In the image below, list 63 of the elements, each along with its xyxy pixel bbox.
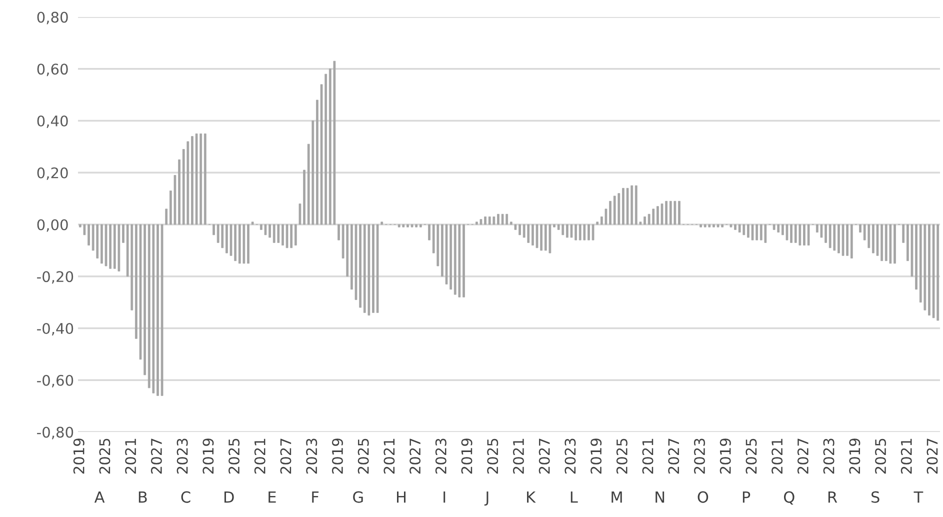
x-tick-label: 2019 xyxy=(590,438,602,474)
x-tick-label: 2019 xyxy=(73,438,84,474)
x-tick-label: 2021 xyxy=(900,438,912,474)
x-tick-label: 2021 xyxy=(772,438,783,474)
x-tick-label: 2023 xyxy=(694,438,706,474)
x-tick-label: 2027 xyxy=(150,438,162,474)
text: N xyxy=(656,491,664,503)
text: R xyxy=(828,491,838,503)
x-tick-label: 2021 xyxy=(254,438,266,474)
text: F xyxy=(312,491,319,503)
x-tick-label: 2023 xyxy=(564,438,576,474)
y-tick-label: -0,40 xyxy=(37,322,74,336)
y-tick-label: 0,80 xyxy=(37,12,68,24)
text: S xyxy=(872,491,880,503)
text: D xyxy=(224,491,234,503)
text: M xyxy=(612,491,622,503)
x-tick-label: 2027 xyxy=(538,438,550,474)
x-tick-label: 2021 xyxy=(384,438,395,474)
text: I xyxy=(444,491,446,503)
x-tick-label: 2027 xyxy=(668,438,680,474)
x-tick-label: 2019 xyxy=(202,438,214,474)
y-tick-label: 0,00 xyxy=(37,219,68,232)
x-tick-label: 2025 xyxy=(99,438,110,474)
x-tick-label: 2027 xyxy=(926,438,938,474)
x-tick-label: 2025 xyxy=(746,438,757,474)
x-tick-label: 2025 xyxy=(228,438,240,474)
x-tick-label: 2021 xyxy=(642,438,654,474)
text: L xyxy=(570,491,578,503)
y-tick-label: -0,60 xyxy=(37,374,74,388)
x-tick-label: 2023 xyxy=(823,438,834,474)
text: Q xyxy=(784,491,794,505)
y-tick-label: -0,20 xyxy=(37,271,74,284)
text: T xyxy=(914,491,924,503)
x-tick-label: 2021 xyxy=(125,438,136,474)
x-tick-label: 2023 xyxy=(435,438,446,474)
x-tick-label: 2021 xyxy=(512,438,524,474)
y-tick-label: 0,20 xyxy=(37,167,68,180)
x-tick-label: 2019 xyxy=(720,438,731,474)
text: H xyxy=(397,491,406,503)
text: C xyxy=(181,491,190,503)
x-tick-label: 2027 xyxy=(410,438,421,474)
text: J xyxy=(484,491,488,506)
text: B xyxy=(138,491,147,503)
x-tick-label: 2019 xyxy=(461,438,472,474)
text: P xyxy=(742,491,750,503)
text: G xyxy=(353,491,363,503)
x-tick-label: 2019 xyxy=(849,438,860,474)
x-tick-label: 2023 xyxy=(176,438,188,474)
x-tick-label: 2027 xyxy=(280,438,292,474)
x-tick-label: 2019 xyxy=(332,438,343,474)
x-tick-label: 2027 xyxy=(797,438,808,474)
y-tick-label: 0,60 xyxy=(37,64,68,76)
y-tick-label: 0,40 xyxy=(37,115,68,128)
x-tick-label: 2025 xyxy=(875,438,886,474)
x-tick-label: 2025 xyxy=(487,438,498,474)
text: A xyxy=(94,491,105,503)
y-tick-label: -0,80 xyxy=(37,426,74,440)
x-tick-label: 2025 xyxy=(616,438,628,474)
x-tick-label: 2025 xyxy=(358,438,369,474)
text: E xyxy=(268,491,276,503)
text: O xyxy=(698,491,708,503)
x-tick-label: 2023 xyxy=(306,438,318,474)
text: K xyxy=(527,491,536,503)
